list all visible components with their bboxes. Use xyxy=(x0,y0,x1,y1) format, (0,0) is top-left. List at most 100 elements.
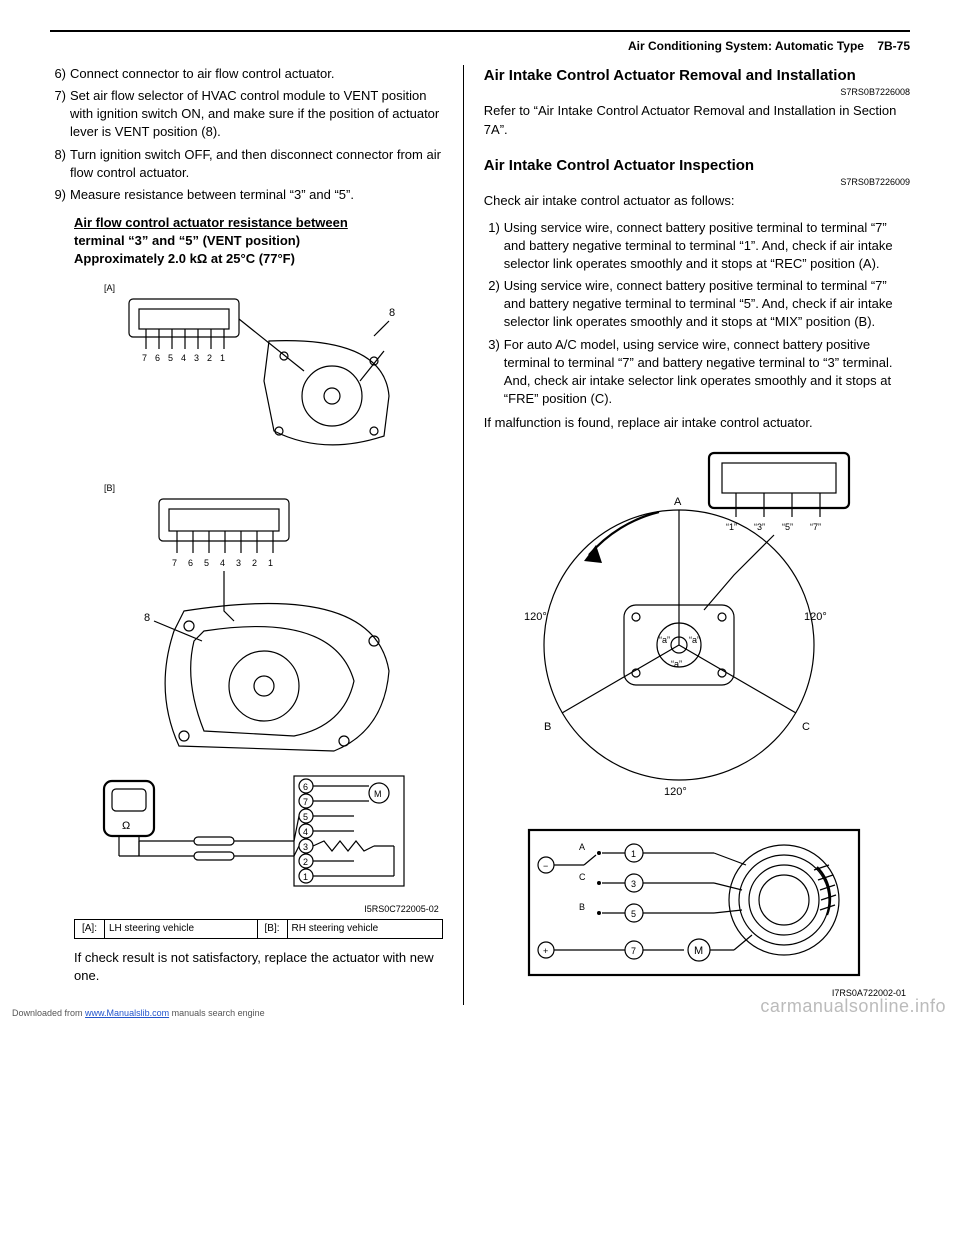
legend-b-key: [B]: xyxy=(257,920,287,939)
step-text: Using service wire, connect battery posi… xyxy=(504,219,910,274)
closing-left: If check result is not satisfactory, rep… xyxy=(74,949,443,985)
figure-id: I5RS0C722005-02 xyxy=(74,903,443,916)
svg-text:M: M xyxy=(694,945,703,957)
figure-right: .ln { stroke:#000; stroke-width:1.2; fil… xyxy=(484,445,910,1000)
svg-text:5: 5 xyxy=(631,909,636,919)
svg-text:−: − xyxy=(543,861,548,871)
section-1-code: S7RS0B7226008 xyxy=(484,86,910,99)
svg-text:Ω: Ω xyxy=(122,820,130,832)
svg-text:1: 1 xyxy=(220,353,225,363)
step-num: 3) xyxy=(484,336,504,409)
svg-text:2: 2 xyxy=(207,353,212,363)
step-6: 6) Connect connector to air flow control… xyxy=(50,65,443,83)
svg-text:120°: 120° xyxy=(524,611,547,623)
legend-a-val: LH steering vehicle xyxy=(105,920,258,939)
svg-text:120°: 120° xyxy=(664,786,687,798)
svg-text:C: C xyxy=(802,721,810,733)
svg-text:“3”: “3” xyxy=(754,522,765,532)
svg-text:+: + xyxy=(543,946,548,956)
step-8: 8) Turn ignition switch OFF, and then di… xyxy=(50,146,443,182)
step-num: 7) xyxy=(50,87,70,142)
svg-text:4: 4 xyxy=(181,353,186,363)
section-1-title: Air Intake Control Actuator Removal and … xyxy=(484,65,910,86)
left-column: 6) Connect connector to air flow control… xyxy=(50,65,463,1005)
svg-text:M: M xyxy=(374,789,382,799)
svg-text:4: 4 xyxy=(220,558,225,568)
svg-text:1: 1 xyxy=(303,872,308,882)
svg-text:1: 1 xyxy=(631,849,636,859)
svg-text:“7”: “7” xyxy=(810,522,821,532)
svg-text:5: 5 xyxy=(303,812,308,822)
legend-a-key: [A]: xyxy=(75,920,105,939)
svg-text:1: 1 xyxy=(268,558,273,568)
svg-text:“a”: “a” xyxy=(689,635,700,645)
step-num: 8) xyxy=(50,146,70,182)
svg-text:C: C xyxy=(579,872,586,882)
svg-text:2: 2 xyxy=(252,558,257,568)
intake-actuator-diagram-icon: .ln { stroke:#000; stroke-width:1.2; fil… xyxy=(484,445,884,985)
spec-line-2: terminal “3” and “5” (VENT position) xyxy=(74,232,443,250)
svg-text:“1”: “1” xyxy=(726,522,737,532)
step-text: Set air flow selector of HVAC control mo… xyxy=(70,87,443,142)
svg-text:2: 2 xyxy=(303,857,308,867)
page-ref: 7B-75 xyxy=(877,39,910,53)
section-title: Air Conditioning System: Automatic Type xyxy=(628,39,864,53)
svg-text:3: 3 xyxy=(631,879,636,889)
closing-right: If malfunction is found, replace air int… xyxy=(484,414,910,432)
svg-text:5: 5 xyxy=(204,558,209,568)
actuator-diagram-icon: .ln { stroke:#000; stroke-width:1.2; fil… xyxy=(74,281,434,901)
step-num: 9) xyxy=(50,186,70,204)
svg-text:3: 3 xyxy=(194,353,199,363)
svg-text:B: B xyxy=(579,902,585,912)
footer-post: manuals search engine xyxy=(169,1008,265,1018)
section-1-para: Refer to “Air Intake Control Actuator Re… xyxy=(484,102,910,138)
svg-text:[A]: [A] xyxy=(104,283,115,293)
svg-text:5: 5 xyxy=(168,353,173,363)
spec-title: Air flow control actuator resistance bet… xyxy=(74,214,443,232)
step-7: 7) Set air flow selector of HVAC control… xyxy=(50,87,443,142)
svg-text:“5”: “5” xyxy=(782,522,793,532)
page-header: Air Conditioning System: Automatic Type … xyxy=(50,38,910,55)
svg-text:7: 7 xyxy=(303,797,308,807)
legend-table: [A]: LH steering vehicle [B]: RH steerin… xyxy=(74,919,443,939)
watermark: carmanualsonline.info xyxy=(760,994,946,1019)
svg-text:8: 8 xyxy=(144,612,150,624)
spec-line-3: Approximately 2.0 kΩ at 25°C (77°F) xyxy=(74,250,443,268)
svg-text:7: 7 xyxy=(172,558,177,568)
section-2-title: Air Intake Control Actuator Inspection xyxy=(484,155,910,176)
step-num: 2) xyxy=(484,277,504,332)
svg-text:“a”: “a” xyxy=(671,659,682,669)
svg-text:B: B xyxy=(544,721,551,733)
top-rule xyxy=(50,30,910,32)
section-2-intro: Check air intake control actuator as fol… xyxy=(484,192,910,210)
svg-text:8: 8 xyxy=(389,307,395,319)
step-text: Connect connector to air flow control ac… xyxy=(70,65,443,83)
footer-link[interactable]: www.Manualslib.com xyxy=(85,1008,169,1018)
svg-text:7: 7 xyxy=(631,946,636,956)
right-column: Air Intake Control Actuator Removal and … xyxy=(463,65,910,1005)
step-text: Using service wire, connect battery posi… xyxy=(504,277,910,332)
step-num: 6) xyxy=(50,65,70,83)
r-step-1: 1) Using service wire, connect battery p… xyxy=(484,219,910,274)
figure-left: .ln { stroke:#000; stroke-width:1.2; fil… xyxy=(74,281,443,940)
spec-block: Air flow control actuator resistance bet… xyxy=(74,214,443,269)
step-text: Turn ignition switch OFF, and then disco… xyxy=(70,146,443,182)
r-step-3: 3) For auto A/C model, using service wir… xyxy=(484,336,910,409)
step-text: Measure resistance between terminal “3” … xyxy=(70,186,443,204)
svg-text:6: 6 xyxy=(303,782,308,792)
footer-pre: Downloaded from xyxy=(12,1008,85,1018)
svg-text:120°: 120° xyxy=(804,611,827,623)
svg-text:7: 7 xyxy=(142,353,147,363)
svg-text:6: 6 xyxy=(155,353,160,363)
svg-text:“a”: “a” xyxy=(659,635,670,645)
svg-text:A: A xyxy=(579,842,585,852)
legend-b-val: RH steering vehicle xyxy=(287,920,442,939)
svg-text:6: 6 xyxy=(188,558,193,568)
step-text: For auto A/C model, using service wire, … xyxy=(504,336,910,409)
svg-text:4: 4 xyxy=(303,827,308,837)
svg-text:[B]: [B] xyxy=(104,483,115,493)
r-step-2: 2) Using service wire, connect battery p… xyxy=(484,277,910,332)
svg-text:A: A xyxy=(674,496,682,508)
section-2-code: S7RS0B7226009 xyxy=(484,176,910,189)
svg-text:3: 3 xyxy=(236,558,241,568)
